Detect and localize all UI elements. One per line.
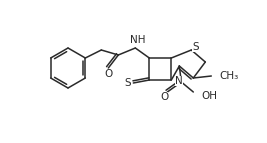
Text: S: S xyxy=(192,42,199,52)
Text: NH: NH xyxy=(129,35,145,45)
Text: OH: OH xyxy=(201,91,217,101)
Text: N: N xyxy=(175,76,183,86)
Text: O: O xyxy=(104,69,112,79)
Text: S: S xyxy=(124,78,131,88)
Text: CH₃: CH₃ xyxy=(219,71,239,81)
Text: O: O xyxy=(160,92,168,102)
